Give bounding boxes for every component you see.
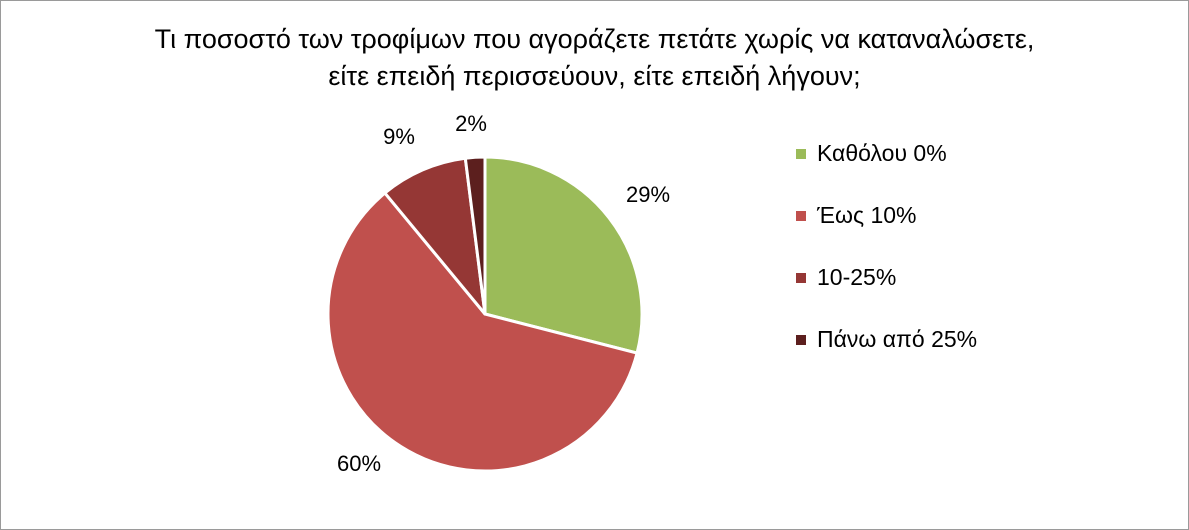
chart-title: Τι ποσοστό των τροφίμων που αγοράζετε πε… — [0, 21, 1189, 95]
pie-slice-3 — [463, 155, 487, 316]
legend-swatch-2 — [796, 273, 806, 283]
data-label-1: 60% — [337, 451, 381, 476]
data-label-3: 2% — [455, 111, 487, 136]
legend-swatch-0 — [796, 149, 806, 159]
legend-label-2: 10-25% — [817, 264, 897, 290]
data-label-0: 29% — [626, 182, 670, 207]
legend-label-3: Πάνω από 25% — [817, 326, 978, 352]
legend-item-1: Έως 10% — [796, 200, 977, 262]
legend-swatch-3 — [796, 335, 806, 345]
chart-legend: Καθόλου 0% Έως 10% 10-25% Πάνω από 25% — [796, 138, 977, 386]
pie-slice-1 — [326, 191, 639, 473]
legend-swatch-1 — [796, 211, 806, 221]
pie-slice-0 — [483, 155, 644, 355]
pie-slice-2 — [383, 156, 487, 316]
pie-slices — [326, 155, 644, 473]
pie-data-labels: 29% 60% 9% 2% — [337, 111, 670, 476]
legend-label-1: Έως 10% — [817, 202, 917, 228]
legend-item-2: 10-25% — [796, 262, 977, 324]
data-label-2: 9% — [383, 124, 415, 149]
legend-item-0: Καθόλου 0% — [796, 138, 977, 200]
legend-label-0: Καθόλου 0% — [817, 140, 947, 166]
legend-item-3: Πάνω από 25% — [796, 324, 977, 386]
chart-title-line-1: Τι ποσοστό των τροφίμων που αγοράζετε πε… — [154, 24, 1035, 54]
chart-title-line-2: είτε επειδή περισσεύουν, είτε επειδή λήγ… — [328, 61, 861, 91]
